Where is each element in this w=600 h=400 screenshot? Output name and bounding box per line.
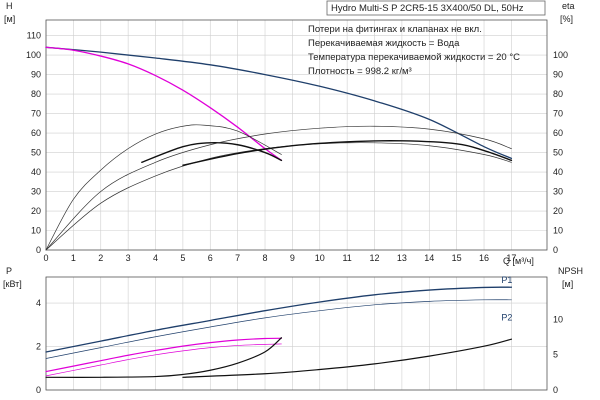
- series-label-p1: P1: [501, 275, 512, 285]
- y-tick-label-left: 100: [26, 50, 41, 60]
- y-tick-label-right: 70: [553, 109, 563, 119]
- series-line-3: [45, 337, 283, 373]
- y-tick-label-left: 0: [36, 245, 41, 255]
- head-efficiency-panel: 0 1 2 3 4 5 6 7 8 9 10 11 12 13 14 15 16 1701020304050607…: [4, 0, 575, 266]
- x-tick-label: 13: [397, 253, 407, 263]
- y-tick-label-right: 20: [553, 206, 563, 216]
- y-tick-label-left: 50: [31, 148, 41, 158]
- top-ylabel-left-unit: [м]: [4, 14, 15, 24]
- x-tick-label: 7: [235, 253, 240, 263]
- y-tick-label-left: 10: [31, 226, 41, 236]
- series-line-5: [45, 337, 283, 378]
- bottom-ylabel-right-unit: [м]: [562, 279, 573, 289]
- note-line-1: Потери на фитингах и клапанах не вкл.: [308, 24, 482, 35]
- y-tick-label-right: 0: [553, 245, 558, 255]
- bottom-ylabel-left-unit: [кВт]: [3, 279, 22, 289]
- series-label-p2: P2: [501, 313, 512, 323]
- series-line-4: [45, 343, 282, 377]
- bottom-grid: [45, 277, 547, 391]
- series-line-4: [141, 142, 283, 163]
- x-tick-label: 14: [424, 253, 434, 263]
- y-tick-label-right: 40: [553, 167, 563, 177]
- y-tick-label-left: 4: [36, 298, 41, 308]
- y-tick-label-right: 5: [553, 350, 558, 360]
- series-line-3: [45, 124, 282, 251]
- y-tick-label-right: 50: [553, 148, 563, 158]
- bottom-series-group: [45, 286, 513, 378]
- y-tick-label-left: 90: [31, 70, 41, 80]
- series-line-2: [45, 46, 283, 161]
- x-tick-label: 11: [342, 253, 351, 263]
- y-tick-label-right: 90: [553, 70, 563, 80]
- x-tick-label: 10: [315, 253, 325, 263]
- y-tick-label-right: 10: [553, 314, 563, 324]
- y-tick-label-left: 0: [36, 385, 41, 395]
- note-line-3: Температура перекачиваемой жидкости = 20…: [308, 52, 520, 63]
- series-line-2: [45, 299, 512, 359]
- bottom-ylabel-left-name: P: [6, 266, 12, 276]
- title-box-frame: [326, 0, 546, 16]
- y-tick-label-left: 70: [31, 109, 41, 119]
- y-tick-label-left: 110: [27, 31, 41, 41]
- y-tick-label-left: 40: [31, 167, 41, 177]
- x-tick-label: 17: [506, 253, 516, 263]
- y-tick-label-left: 2: [36, 342, 41, 352]
- x-tick-label: 16: [479, 253, 489, 263]
- x-tick-label: 1: [71, 253, 76, 263]
- series-line-1: [45, 286, 513, 353]
- title-box: Hydro Multi-S P 2CR5-15 3X400/50 DL, 50H…: [326, 0, 546, 16]
- x-tick-label: 6: [208, 253, 213, 263]
- y-tick-label-right: 100: [553, 50, 568, 60]
- bottom-series-labels: P1 P2: [501, 275, 512, 322]
- x-tick-label: 9: [290, 253, 295, 263]
- top-ylabel-right-unit: [%]: [560, 14, 573, 24]
- notes-block: Потери на фитингах и клапанах не вкл. Пе…: [308, 24, 520, 77]
- x-tick-label: 5: [180, 253, 185, 263]
- series-line-7: [182, 140, 513, 166]
- power-npsh-panel: 0 2 4 0 5 10 P1 P2 P [кВт] NPSH [м]: [3, 266, 583, 395]
- x-tick-label: 2: [98, 253, 103, 263]
- y-tick-label-right: 60: [553, 128, 563, 138]
- x-tick-label: 3: [126, 253, 131, 263]
- note-line-4: Плотность = 998.2 кг/м³: [308, 66, 412, 77]
- x-tick-label: 8: [263, 253, 268, 263]
- y-tick-label-left: 60: [31, 128, 41, 138]
- top-xlabel: Q [м³/ч]: [503, 256, 534, 266]
- x-tick-label: 0: [43, 253, 48, 263]
- top-series-group: [45, 46, 513, 251]
- bottom-tick-labels: 0 2 4 0 5 10: [36, 298, 563, 395]
- y-tick-label-right: 10: [553, 226, 563, 236]
- y-tick-label-right: 80: [553, 89, 563, 99]
- top-ylabel-left-name: H: [6, 1, 13, 11]
- top-tick-labels: 0 1 2 3 4 5 6 7 8 9 10 11 12 13 14 15 16 1701020304050607…: [26, 31, 568, 263]
- bottom-ylabel-right-name: NPSH: [558, 266, 583, 276]
- x-tick-label: 15: [452, 253, 462, 263]
- chart-title: Hydro Multi-S P 2CR5-15 3X400/50 DL, 50H…: [331, 3, 524, 14]
- y-tick-label-left: 20: [31, 206, 41, 216]
- y-tick-label-left: 80: [31, 89, 41, 99]
- bottom-plot-frame: [45, 276, 548, 391]
- y-tick-label-left: 30: [31, 187, 41, 197]
- x-tick-label: 12: [370, 253, 380, 263]
- top-ylabel-right-name: eta: [562, 1, 575, 11]
- series-line-5: [45, 125, 512, 251]
- x-tick-label: 4: [153, 253, 158, 263]
- top-plot-frame: [45, 19, 548, 251]
- note-line-2: Перекачиваемая жидкость = Вода: [308, 38, 460, 49]
- y-tick-label-right: 0: [553, 385, 558, 395]
- y-tick-label-right: 30: [553, 187, 563, 197]
- series-line-6: [182, 338, 513, 378]
